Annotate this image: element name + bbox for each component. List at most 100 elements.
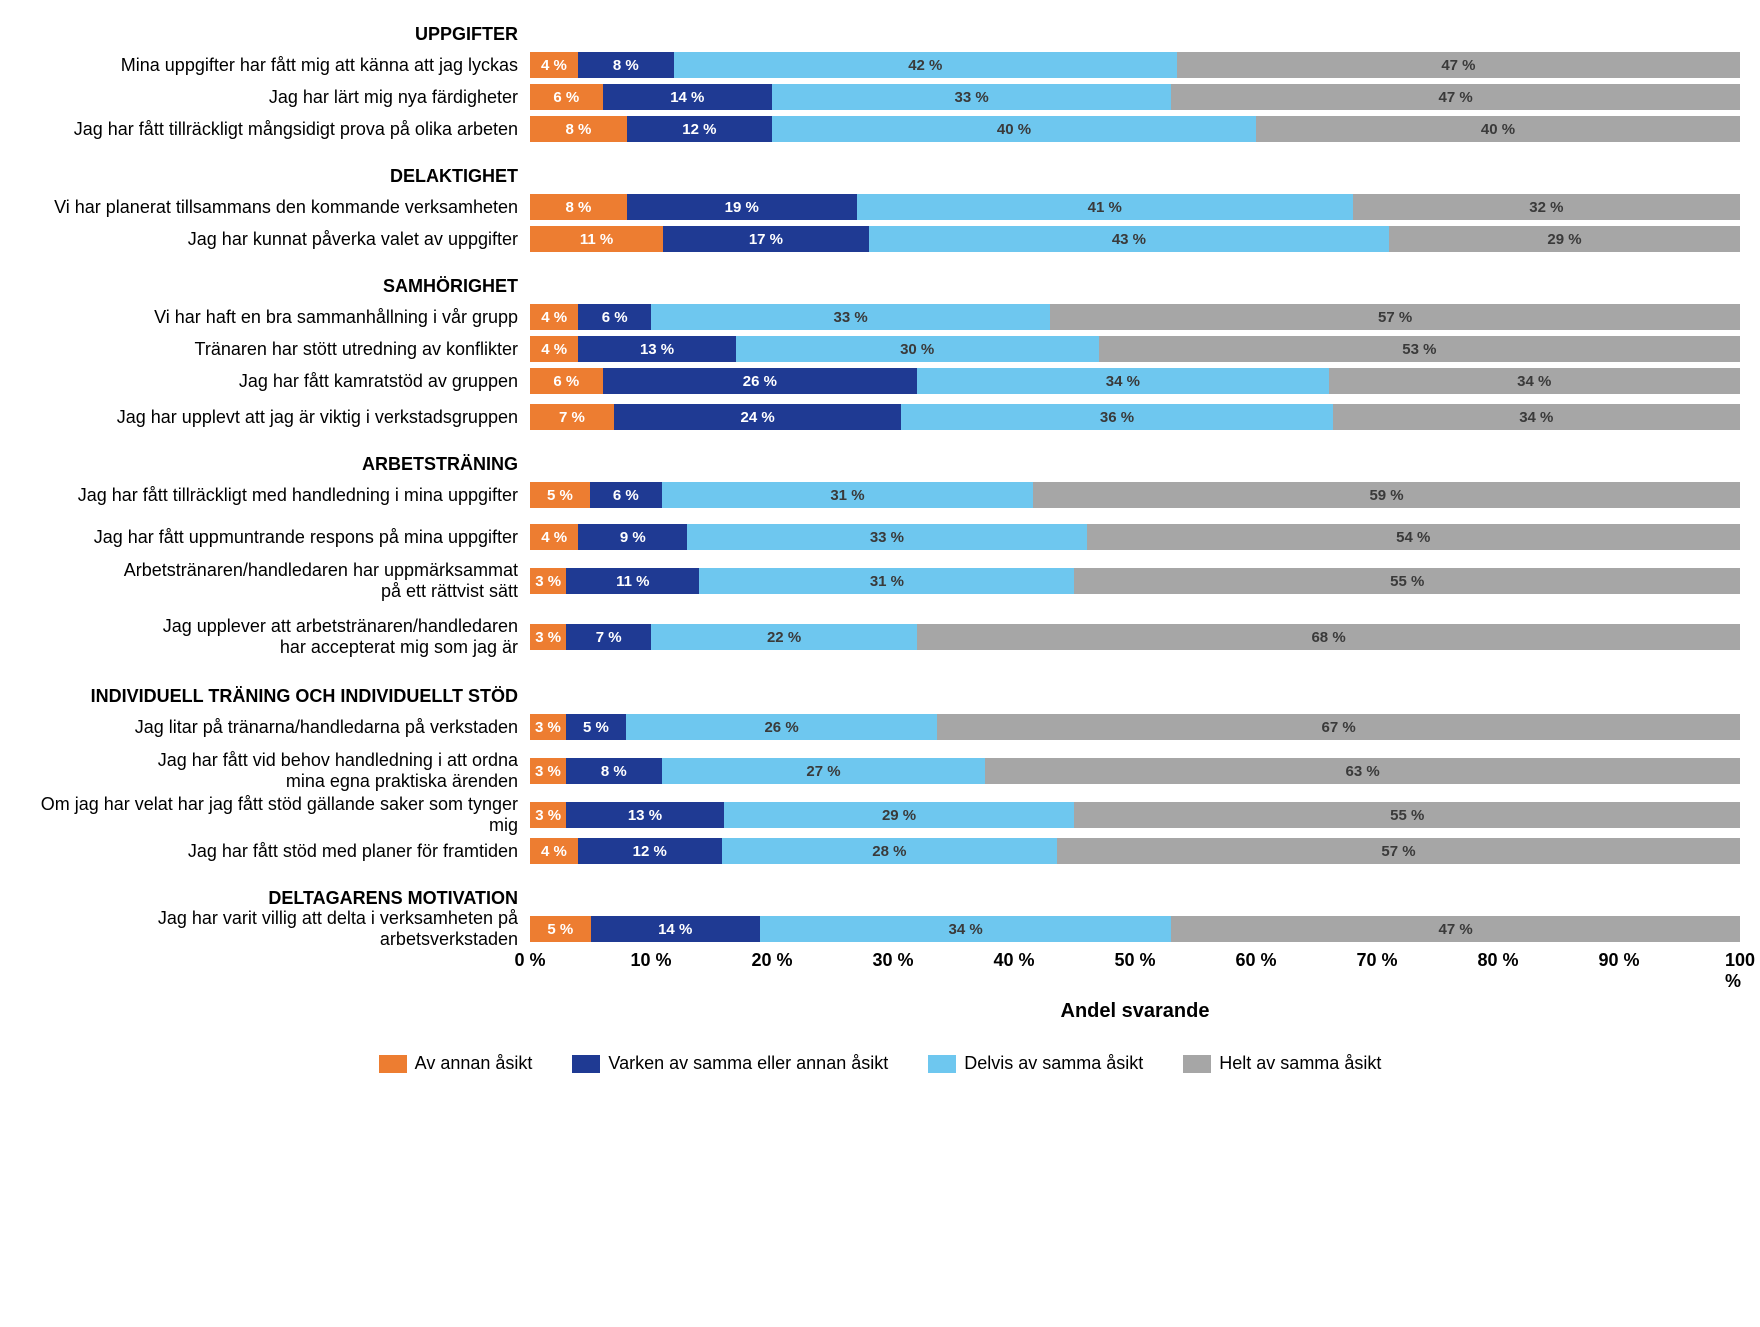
bar-segment: 3 %	[530, 758, 566, 784]
stacked-bar: 3 %7 %22 %68 %	[530, 624, 1740, 650]
bar-segment: 34 %	[1329, 368, 1740, 394]
bar-segment: 57 %	[1057, 838, 1740, 864]
bar-segment: 27 %	[662, 758, 985, 784]
legend-label: Varken av samma eller annan åsikt	[608, 1053, 888, 1074]
chart-row: Jag har fått vid behov handledning i att…	[20, 744, 1740, 798]
chart-row: Jag har kunnat påverka valet av uppgifte…	[20, 224, 1740, 254]
stacked-bar: 5 %6 %31 %59 %	[530, 482, 1740, 508]
bar-segment: 5 %	[530, 916, 591, 942]
row-label: Jag har fått vid behov handledning i att…	[20, 750, 530, 791]
stacked-bar: 3 %11 %31 %55 %	[530, 568, 1740, 594]
stacked-bar: 11 %17 %43 %29 %	[530, 226, 1740, 252]
legend-item: Delvis av samma åsikt	[928, 1053, 1143, 1074]
stacked-bar: 4 %9 %33 %54 %	[530, 524, 1740, 550]
row-label: Jag har fått stöd med planer för framtid…	[20, 841, 530, 862]
chart-row: Jag har varit villig att delta i verksam…	[20, 914, 1740, 944]
legend-item: Av annan åsikt	[379, 1053, 533, 1074]
bar-segment: 34 %	[760, 916, 1171, 942]
chart-row: Jag upplever att arbetstränaren/handleda…	[20, 610, 1740, 664]
bar-segment: 11 %	[566, 568, 699, 594]
bar-segment: 68 %	[917, 624, 1740, 650]
bar-segment: 4 %	[530, 838, 578, 864]
bar-segment: 7 %	[530, 404, 614, 430]
bar-segment: 8 %	[530, 116, 627, 142]
bar-segment: 59 %	[1033, 482, 1740, 508]
chart-row: Mina uppgifter har fått mig att känna at…	[20, 50, 1740, 80]
section-header: INDIVIDUELL TRÄNING OCH INDIVIDUELLT STÖ…	[20, 682, 1740, 710]
x-tick: 50 %	[1114, 950, 1155, 971]
legend: Av annan åsikt Varken av samma eller anna…	[20, 1053, 1740, 1074]
chart-row: Tränaren har stött utredning av konflikt…	[20, 334, 1740, 364]
legend-swatch	[572, 1055, 600, 1073]
chart-row: Vi har haft en bra sammanhållning i vår …	[20, 302, 1740, 332]
bar-segment: 41 %	[857, 194, 1353, 220]
bar-segment: 42 %	[674, 52, 1177, 78]
bar-segment: 13 %	[578, 336, 735, 362]
chart-row: Jag har fått tillräckligt med handlednin…	[20, 480, 1740, 510]
bar-segment: 6 %	[578, 304, 651, 330]
legend-item: Varken av samma eller annan åsikt	[572, 1053, 888, 1074]
row-label: Jag litar på tränarna/handledarna på ver…	[20, 717, 530, 738]
chart-row: Jag har fått kamratstöd av gruppen6 %26 …	[20, 366, 1740, 396]
legend-swatch	[1183, 1055, 1211, 1073]
section-header: ARBETSTRÄNING	[20, 450, 1740, 478]
x-tick: 10 %	[630, 950, 671, 971]
bar-segment: 4 %	[530, 524, 578, 550]
bar-segment: 19 %	[627, 194, 857, 220]
bar-segment: 7 %	[566, 624, 651, 650]
chart-row: Jag har fått tillräckligt mångsidigt pro…	[20, 114, 1740, 144]
row-label: Jag upplever att arbetstränaren/handleda…	[20, 616, 530, 657]
bar-segment: 47 %	[1171, 84, 1740, 110]
bar-segment: 3 %	[530, 714, 566, 740]
x-tick: 30 %	[872, 950, 913, 971]
stacked-bar: 6 %14 %33 %47 %	[530, 84, 1740, 110]
bar-segment: 29 %	[1389, 226, 1740, 252]
bar-segment: 13 %	[566, 802, 723, 828]
row-label: Vi har haft en bra sammanhållning i vår …	[20, 307, 530, 328]
bar-segment: 4 %	[530, 304, 578, 330]
bar-segment: 8 %	[530, 194, 627, 220]
legend-label: Av annan åsikt	[415, 1053, 533, 1074]
chart-row: Jag litar på tränarna/handledarna på ver…	[20, 712, 1740, 742]
x-tick: 70 %	[1356, 950, 1397, 971]
section-title: UPPGIFTER	[20, 24, 530, 45]
section-title: ARBETSTRÄNING	[20, 454, 530, 475]
x-tick: 60 %	[1235, 950, 1276, 971]
chart-row: Om jag har velat har jag fått stöd gälla…	[20, 800, 1740, 830]
bar-segment: 4 %	[530, 52, 578, 78]
bar-segment: 54 %	[1087, 524, 1740, 550]
bar-segment: 55 %	[1074, 802, 1740, 828]
stacked-bar: 5 %14 %34 %47 %	[530, 916, 1740, 942]
x-axis-title-row: Andel svarande	[20, 1000, 1740, 1023]
survey-chart: UPPGIFTER Mina uppgifter har fått mig att…	[20, 20, 1740, 1074]
section-header: DELAKTIGHET	[20, 162, 1740, 190]
bar-segment: 34 %	[1333, 404, 1740, 430]
x-tick: 20 %	[751, 950, 792, 971]
legend-label: Helt av samma åsikt	[1219, 1053, 1381, 1074]
row-label: Jag har fått kamratstöd av gruppen	[20, 371, 530, 392]
bar-segment: 12 %	[627, 116, 772, 142]
bar-segment: 26 %	[603, 368, 918, 394]
section-header: UPPGIFTER	[20, 20, 1740, 48]
row-label: Mina uppgifter har fått mig att känna at…	[20, 55, 530, 76]
row-label: Tränaren har stött utredning av konflikt…	[20, 339, 530, 360]
x-tick: 0 %	[514, 950, 545, 971]
bar-segment: 3 %	[530, 624, 566, 650]
bar-segment: 34 %	[917, 368, 1328, 394]
stacked-bar: 4 %6 %33 %57 %	[530, 304, 1740, 330]
bar-segment: 33 %	[651, 304, 1050, 330]
bar-segment: 33 %	[772, 84, 1171, 110]
stacked-bar: 3 %13 %29 %55 %	[530, 802, 1740, 828]
row-label: Jag har upplevt att jag är viktig i verk…	[20, 407, 530, 428]
bar-segment: 6 %	[590, 482, 662, 508]
legend-item: Helt av samma åsikt	[1183, 1053, 1381, 1074]
bar-segment: 26 %	[626, 714, 937, 740]
x-axis-ticks: 0 %10 %20 %30 %40 %50 %60 %70 %80 %90 %1…	[530, 950, 1740, 980]
bar-segment: 8 %	[566, 758, 662, 784]
bar-segment: 14 %	[591, 916, 760, 942]
row-label: Jag har lärt mig nya färdigheter	[20, 87, 530, 108]
row-label: Jag har kunnat påverka valet av uppgifte…	[20, 229, 530, 250]
x-axis-title: Andel svarande	[530, 1000, 1740, 1023]
stacked-bar: 4 %13 %30 %53 %	[530, 336, 1740, 362]
x-tick: 100 %	[1725, 950, 1755, 992]
